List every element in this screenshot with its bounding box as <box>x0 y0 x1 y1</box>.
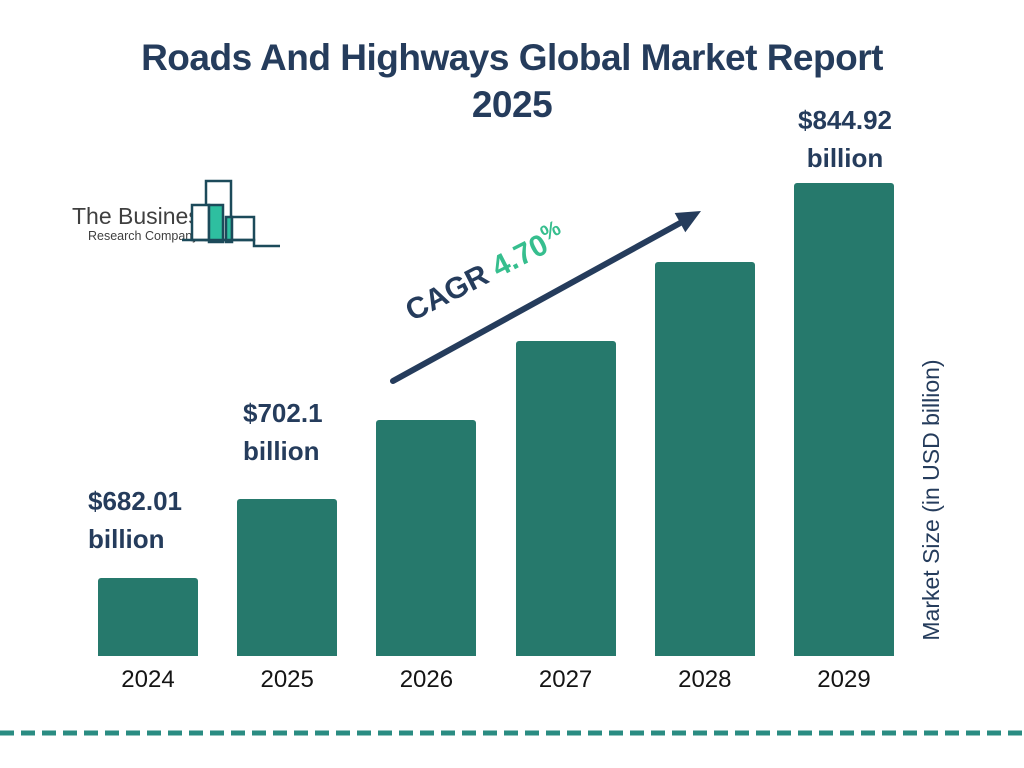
x-axis-label-2028: 2028 <box>678 666 732 693</box>
x-axis-label-2026: 2026 <box>399 666 454 693</box>
x-axis-label-2025: 2025 <box>260 666 314 693</box>
value-label-2024: $682.01 billion <box>88 482 182 558</box>
x-axis-label-2027: 2027 <box>538 666 593 693</box>
value-label-2029-unit: billion <box>806 143 884 173</box>
value-label-2025-unit: billion <box>243 436 320 466</box>
logo-text-line1: The Business <box>72 203 211 229</box>
title-line-2: 2025 <box>471 84 553 125</box>
value-label-2025: $702.1 billion <box>243 394 323 470</box>
x-axis-label-2029: 2029 <box>817 666 871 693</box>
value-label-2029: $844.92 billion <box>779 101 911 177</box>
value-label-2025-amount: $702.1 <box>243 398 323 428</box>
bar-2024 <box>98 578 198 656</box>
x-axis-label-2024: 2024 <box>121 666 175 693</box>
bar-2028 <box>654 262 755 656</box>
value-label-2024-unit: billion <box>88 524 165 554</box>
page-title: Roads And Highways Global Market Report … <box>0 34 1024 128</box>
bar-2027 <box>515 341 616 656</box>
value-label-2024-amount: $682.01 <box>88 486 182 516</box>
logo-chart-icon <box>182 179 280 248</box>
bar-2026 <box>376 420 477 656</box>
company-logo: The Business Research Company <box>72 179 280 248</box>
bar-2025 <box>237 499 338 656</box>
title-line-1: Roads And Highways Global Market Report <box>141 37 883 78</box>
logo-text-line2: Research Company <box>88 229 199 243</box>
value-label-2029-amount: $844.92 <box>798 105 892 135</box>
bar-2029 <box>794 183 894 656</box>
